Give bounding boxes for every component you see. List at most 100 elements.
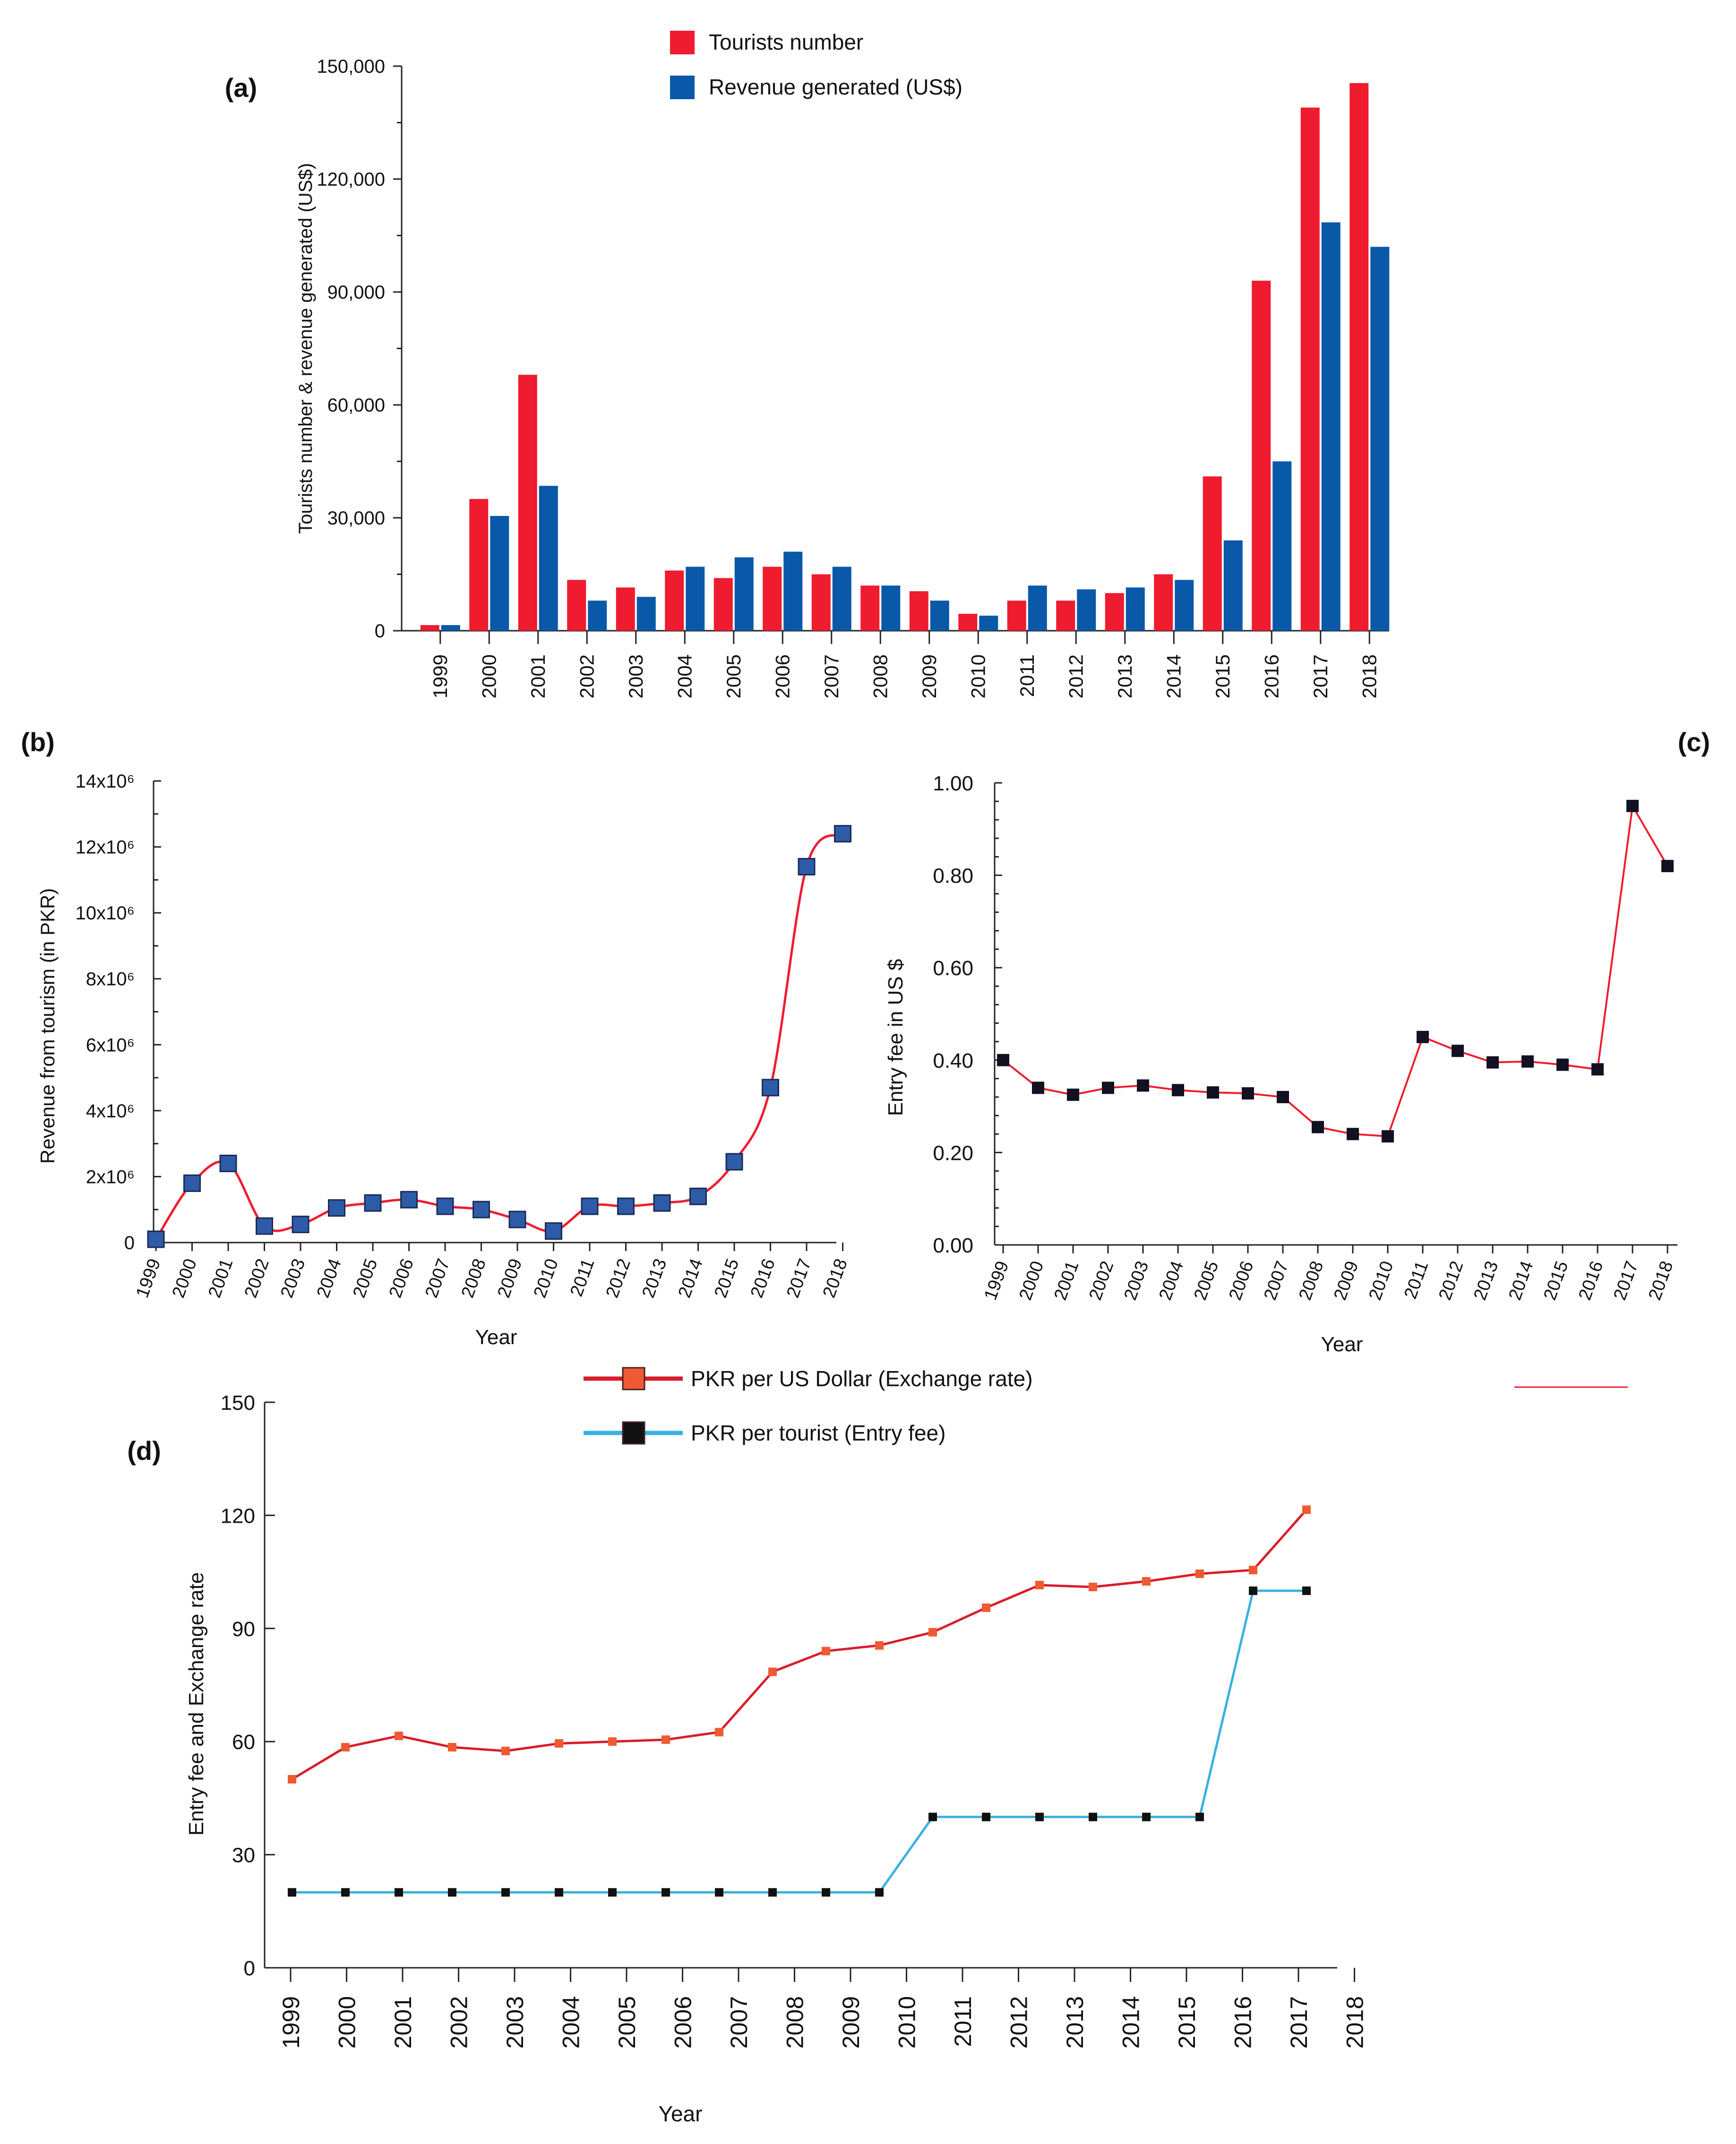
panel-c-x-tick-label: 2010 — [1365, 1259, 1397, 1303]
panel-a-bar-tourists — [665, 570, 684, 631]
panel-b-point — [364, 1194, 382, 1212]
panel-a-bar-tourists — [1252, 281, 1271, 631]
panel-a-bar-tourists — [763, 566, 782, 631]
panel-d-x-tick-label: 2000 — [334, 1996, 361, 2049]
panel-b-y-tick-label: 12x10⁶ — [76, 837, 135, 858]
panel-d-point-entry-fee — [1249, 1587, 1257, 1595]
panel-c-x-axis-label: Year — [1321, 1333, 1363, 1356]
panel-a-bar-tourists — [469, 499, 489, 631]
panel-d-point-exchange-rate — [662, 1735, 670, 1744]
panel-d-x-tick-label: 2005 — [614, 1996, 640, 2049]
panel-d-point-exchange-rate — [1195, 1569, 1204, 1578]
panel-c-point — [1347, 1128, 1359, 1141]
panel-b-x-tick-label: 2017 — [783, 1256, 815, 1301]
panel-c-x-tick-label: 2013 — [1470, 1259, 1502, 1303]
panel-d-x-tick-label: 2018 — [1342, 1996, 1368, 2049]
panel-a-x-tick-label: 2014 — [1162, 654, 1185, 698]
panel-a-bar-revenue — [979, 616, 998, 631]
panel-d-point-entry-fee — [1195, 1812, 1204, 1821]
panel-d-point-exchange-rate — [768, 1667, 777, 1676]
panel-b-x-axis-label: Year — [475, 1326, 517, 1349]
panel-d-legend-label: PKR per tourist (Entry fee) — [691, 1421, 945, 1445]
panel-d-point-exchange-rate — [1302, 1505, 1311, 1514]
panel-d-x-tick-label: 2008 — [782, 1996, 808, 2049]
panel-c-x-tick-label: 2006 — [1225, 1259, 1257, 1303]
panel-d-point-entry-fee — [822, 1888, 830, 1897]
panel-d-legend-label: PKR per US Dollar (Exchange rate) — [691, 1366, 1033, 1391]
panel-a-x-tick-label: 1999 — [429, 654, 451, 698]
panel-a-x-tick-label: 2015 — [1212, 654, 1234, 698]
panel-b-x-tick-label: 2011 — [567, 1256, 598, 1299]
panel-a-legend-swatch — [670, 31, 695, 54]
panel-b-point — [256, 1217, 273, 1235]
panel-c-label: (c) — [1678, 727, 1710, 757]
panel-b-x-tick-label: 2009 — [494, 1256, 526, 1301]
panel-b-y-axis-label: Revenue from tourism (in PKR) — [36, 888, 59, 1164]
panel-a-bar-tourists — [1203, 476, 1222, 631]
panel-c-x-tick-label: 2015 — [1540, 1259, 1572, 1303]
panel-c-x-tick-label: 2008 — [1295, 1259, 1327, 1303]
panel-b-y-tick-label: 6x10⁶ — [86, 1035, 135, 1055]
panel-d-y-tick-label: 120 — [221, 1504, 255, 1527]
panel-d-point-entry-fee — [1035, 1812, 1044, 1821]
panel-c-x-tick-label: 2011 — [1401, 1259, 1432, 1302]
panel-a-x-tick-label: 2001 — [527, 654, 549, 698]
panel-b-point — [617, 1197, 635, 1215]
panel-b-x-tick-label: 2016 — [747, 1256, 779, 1301]
panel-b-x-tick-label: 2014 — [675, 1256, 707, 1301]
panel-b-x-tick-label: 2002 — [241, 1256, 273, 1301]
panel-b-y-tick-label: 14x10⁶ — [76, 771, 135, 792]
panel-c-x-tick-label: 1999 — [980, 1259, 1013, 1303]
panel-b-y-tick-label: 2x10⁶ — [86, 1166, 135, 1187]
panel-d-x-tick-label: 2006 — [670, 1996, 696, 2049]
panel-c-point — [1417, 1030, 1429, 1043]
panel-b-x-tick-label: 2012 — [602, 1256, 635, 1301]
panel-d-point-exchange-rate — [341, 1743, 350, 1752]
panel-a-y-tick-label: 0 — [375, 621, 385, 642]
panel-a-bar-revenue — [1028, 585, 1047, 631]
panel-c-x-tick-label: 2009 — [1330, 1259, 1362, 1303]
panel-d-y-tick-label: 150 — [221, 1391, 255, 1415]
panel-a-x-tick-label: 2003 — [625, 654, 647, 698]
panel-c-y-tick-label: 0.80 — [933, 865, 973, 888]
panel-c-point — [1312, 1121, 1324, 1133]
panel-d-point-exchange-rate — [1089, 1583, 1097, 1592]
panel-d-x-tick-label: 2010 — [894, 1996, 920, 2049]
panel-a-x-tick-label: 2011 — [1016, 654, 1038, 697]
panel-d-point-exchange-rate — [448, 1743, 456, 1752]
panel-c-point — [1382, 1130, 1394, 1143]
panel-c-point — [1172, 1084, 1184, 1097]
panel-d-point-entry-fee — [501, 1888, 510, 1897]
panel-c-x-tick-label: 2000 — [1015, 1259, 1048, 1303]
panel-a-bar-revenue — [588, 600, 607, 631]
panel-b-x-tick-label: 2013 — [638, 1256, 670, 1301]
panel-a-x-tick-label: 2012 — [1065, 654, 1087, 698]
panel-d-point-exchange-rate — [501, 1747, 510, 1756]
panel-a-x-tick-label: 2010 — [967, 654, 989, 698]
panel-d-x-tick-label: 2009 — [838, 1996, 864, 2049]
panel-c-y-axis-label: Entry fee in US $ — [884, 959, 907, 1116]
panel-b-point — [183, 1174, 201, 1192]
panel-c: (c) 0.00 0.20 0.40 0.60 0.80 1.00 Entry fee in … — [884, 727, 1710, 1356]
panel-d-label: (d) — [127, 1436, 161, 1466]
panel-d-point-exchange-rate — [875, 1641, 884, 1650]
panel-b-label: (b) — [21, 727, 55, 757]
panel-a-x-tick-label: 2018 — [1358, 654, 1380, 698]
panel-b-y-tick-label: 10x10⁶ — [76, 903, 135, 924]
panel-b-point — [653, 1194, 671, 1212]
panel-d-point-exchange-rate — [822, 1647, 830, 1655]
panel-c-point — [1032, 1081, 1044, 1094]
panel-c-x-tick-label: 2001 — [1050, 1259, 1083, 1303]
panel-d-point-entry-fee — [608, 1888, 617, 1897]
panel-a-x-tick-label: 2017 — [1309, 654, 1332, 698]
panel-d-point-exchange-rate — [555, 1739, 563, 1748]
panel-a-y-tick-label: 60,000 — [327, 395, 385, 416]
panel-b-x-tick-label: 2008 — [458, 1256, 490, 1301]
panel-c-y-tick-label: 0.40 — [933, 1049, 973, 1072]
panel-d-x-tick-label: 2016 — [1230, 1996, 1256, 2049]
panel-c-y-tick-label: 0.60 — [933, 957, 973, 980]
panel-c-point — [1242, 1087, 1254, 1100]
panel-b-x-tick-label: 2004 — [313, 1256, 345, 1301]
panel-a-bar-revenue — [686, 566, 705, 631]
panel-a-x-tick-label: 2000 — [478, 654, 500, 698]
